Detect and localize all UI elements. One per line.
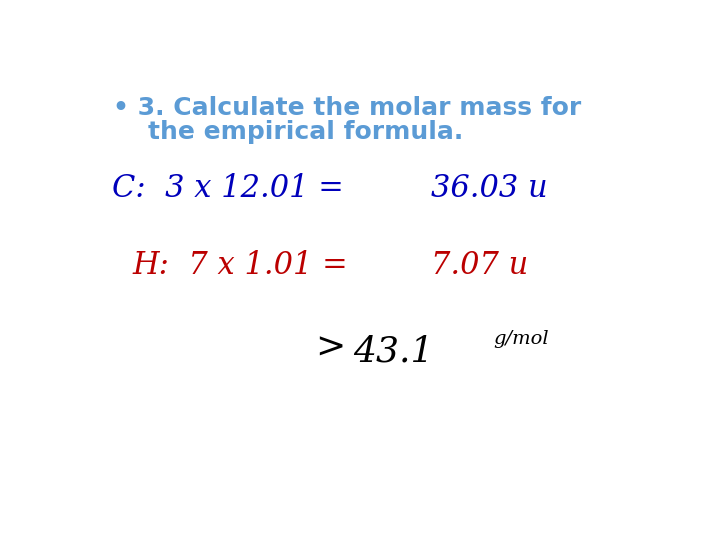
Text: g/mol: g/mol <box>493 330 549 348</box>
Text: 7.07 u: 7.07 u <box>431 249 528 281</box>
Text: >: > <box>315 330 345 365</box>
Text: the empirical formula.: the empirical formula. <box>113 120 464 144</box>
Text: 43.1: 43.1 <box>354 334 434 368</box>
Text: 36.03 u: 36.03 u <box>431 173 548 204</box>
Text: C:  3 x 12.01 =: C: 3 x 12.01 = <box>112 173 343 204</box>
Text: H:  7 x 1.01 =: H: 7 x 1.01 = <box>132 249 348 281</box>
Text: • 3. Calculate the molar mass for: • 3. Calculate the molar mass for <box>113 96 582 119</box>
